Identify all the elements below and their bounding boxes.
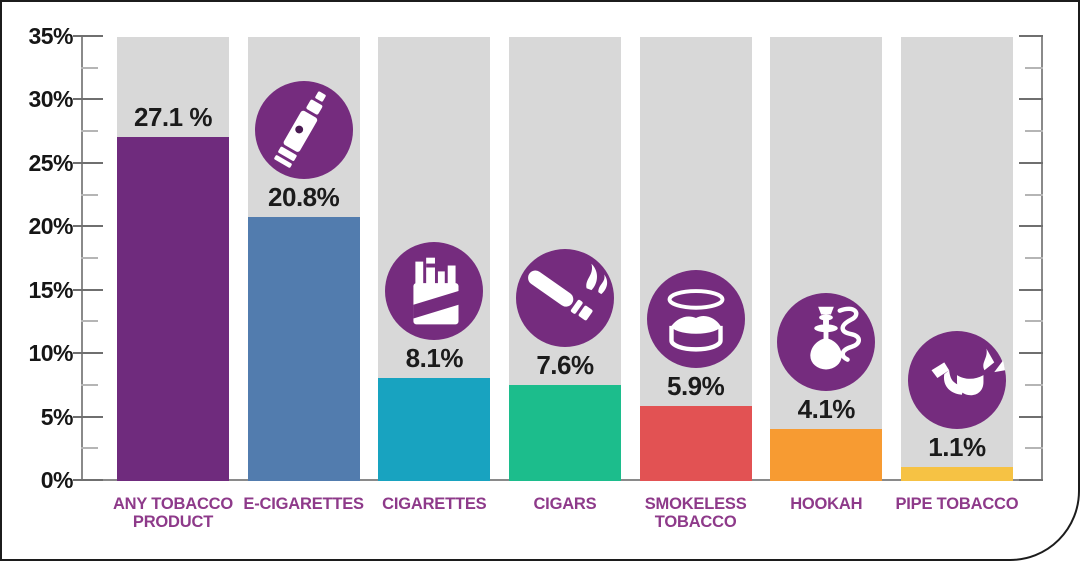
y-tick-right [1019,288,1043,291]
smokeless-tobacco-tin-icon-circle [646,270,745,369]
bar-columns: 27.1 % 20.8% 8.1% 7.6% 5.9% [117,37,1013,481]
y-tick-right [1025,447,1043,450]
column-hookah: 4.1% [770,37,883,481]
y-tick-left [81,447,98,450]
y-tick-right [1025,66,1043,69]
column-cigars: 7.6% [508,37,621,481]
category-label-e-cigarettes: E-CIGARETTES [243,492,364,542]
smokeless-tobacco-tin-icon [667,289,725,352]
value-label-any-tobacco-product: 27.1 % [134,102,212,133]
category-label-hookah: HOOKAH [770,492,882,542]
y-tick-label: 0% [40,467,74,493]
category-label-text: CIGARETTES [382,495,487,513]
cigar-icon-circle [515,248,614,347]
y-tick-left [81,130,98,133]
bar-cigars [508,384,621,481]
y-axis-line-left [81,37,83,481]
category-axis: ANY TOBACCO PRODUCT E-CIGARETTES CIGARETTE… [113,492,1019,542]
y-tick-left [81,257,98,259]
column-pipe-tobacco: 1.1% [900,37,1013,481]
y-tick-left [81,320,98,323]
hookah-icon-circle [777,293,876,391]
y-tick-right [1025,383,1043,386]
column-any-tobacco-product: 27.1 % [117,37,229,481]
value-label-hookah: 4.1% [797,394,856,424]
y-tick-label: 25% [28,149,73,176]
y-axis-line-right [1041,37,1043,481]
y-tick-left [73,98,103,101]
category-label-smokeless-tobacco: SMOKELESS TOBACCO [640,492,752,542]
tobacco-pipe-icon-circle [907,331,1006,430]
category-label-text: HOOKAH [790,495,863,513]
y-tick-right [1019,225,1043,228]
value-label-pipe-tobacco: 1.1% [928,432,986,463]
column-e-cigarettes: 20.8% [247,37,360,481]
y-tick-left [81,66,98,69]
e-cigarette-icon-circle [254,81,353,180]
y-tick-right [1019,35,1043,37]
value-label-cigars: 7.6% [536,349,594,380]
y-tick-right [1019,415,1043,418]
y-tick-left [73,415,103,418]
category-label-text: CIGARS [533,495,597,513]
y-tick-left [73,225,103,228]
hookah-icon [810,306,862,370]
y-tick-right [1019,479,1043,481]
y-tick-right [1019,98,1043,101]
bar-pipe-tobacco [900,467,1013,481]
value-label-e-cigarettes: 20.8% [268,182,340,213]
category-label-text: ANY TOBACCO PRODUCT [112,495,234,532]
y-tick-right [1025,257,1043,259]
category-label-text: SMOKELESS TOBACCO [644,495,747,532]
bar-any-tobacco-product [117,137,229,481]
category-label-pipe-tobacco: PIPE TOBACCO [895,492,1018,542]
y-tick-left [73,288,103,291]
value-label-cigarettes: 8.1% [405,343,464,374]
bar-smokeless-tobacco [639,406,752,481]
y-tick-left [73,352,103,355]
cigarette-pack-icon-circle [385,242,484,341]
y-tick-right [1025,193,1043,196]
y-tick-label: 10% [28,340,73,367]
y-tick-left [81,193,98,196]
y-tick-label: 20% [28,213,73,240]
bar-e-cigarettes [247,217,360,481]
y-tick-label: 5% [40,403,74,430]
bar-cigarettes [378,378,491,481]
category-label-text: PIPE TOBACCO [895,495,1019,513]
category-label-cigarettes: CIGARETTES [378,492,490,542]
category-label-cigars: CIGARS [509,492,621,542]
y-tick-left [81,383,98,386]
y-tick-label: 15% [28,276,73,303]
column-cigarettes: 8.1% [378,37,491,481]
y-tick-right [1025,320,1043,323]
y-tick-label: 35% [28,23,73,49]
y-tick-label: 30% [28,86,73,113]
category-label-text: E-CIGARETTES [243,495,364,513]
y-tick-left [73,479,103,481]
y-tick-right [1019,161,1043,164]
cigarette-pack-icon [413,257,459,325]
y-tick-left [73,35,103,37]
cigar-icon [528,263,608,320]
y-tick-right [1025,130,1043,133]
value-label-smokeless-tobacco: 5.9% [666,371,725,402]
column-smokeless-tobacco: 5.9% [639,37,752,481]
bar-hookah [770,429,883,481]
category-label-any-tobacco-product: ANY TOBACCO PRODUCT [113,492,233,542]
y-tick-left [73,161,103,164]
tobacco-pipe-icon [931,348,1005,396]
y-tick-right [1019,352,1043,355]
e-cigarette-icon [273,91,326,168]
